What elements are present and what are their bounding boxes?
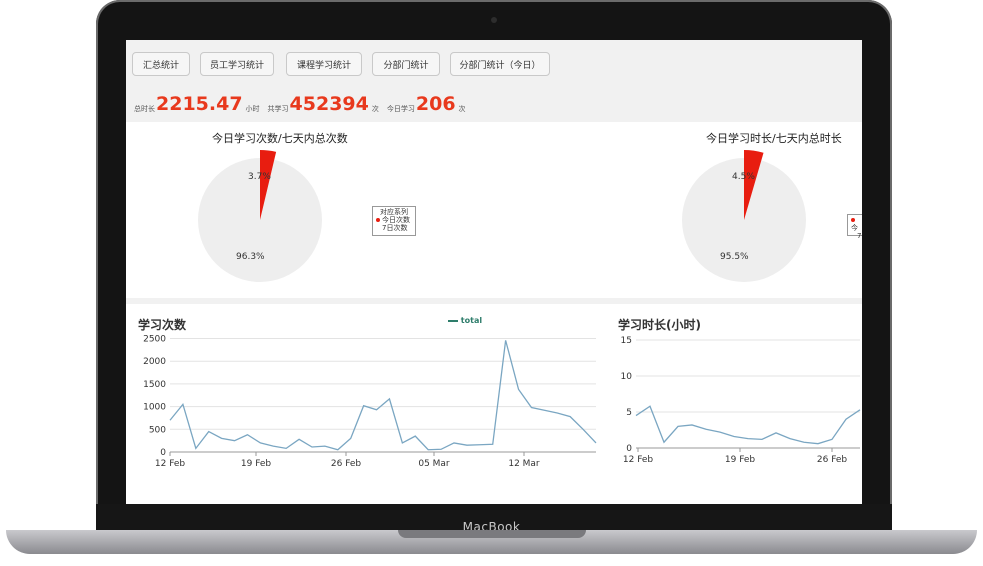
- line-chart-duration: 0 5 10 15 12 Feb 19 Feb 26 Feb: [621, 336, 861, 465]
- screen: 汇总统计 员工学习统计 课程学习统计 分部门统计 分部门统计（今日） 总时长 2…: [126, 40, 862, 504]
- pie-panel: 今日学习次数/七天内总次数 3.7% 96.3% 对应系列 今日次数 7日次数 …: [132, 122, 862, 298]
- pie-title-duration: 今日学习时长/七天内总时长: [706, 132, 842, 145]
- today-label: 今日学习: [386, 105, 415, 113]
- tab-employee-learning[interactable]: 员工学习统计: [200, 52, 274, 76]
- pie-duration-slice-label: 4.5%: [732, 172, 755, 182]
- total-value: 452394: [289, 93, 369, 115]
- stats-row: 总时长 2215.47 小时 共学习 452394 次 今日学习 206 次: [134, 88, 466, 114]
- legend-item-7day-2[interactable]: 7: [857, 232, 862, 240]
- total-unit: 次: [371, 105, 379, 113]
- bottom-bezel: [96, 504, 892, 530]
- pie-duration: [682, 150, 806, 282]
- x-tick-label: 19 Feb: [725, 455, 756, 465]
- series-legend-total[interactable]: total: [448, 316, 482, 325]
- pie-count: [198, 150, 322, 282]
- base-notch: [398, 530, 586, 538]
- legend-total-label: total: [460, 316, 483, 325]
- y-tick-label: 2000: [143, 357, 166, 367]
- chart-panel-count: 学习次数 total 0 500 1000 1500 2000 2500 12 Feb 19 …: [132, 304, 606, 474]
- x-tick-label: 26 Feb: [331, 459, 362, 469]
- pie-title-count: 今日学习次数/七天内总次数: [212, 132, 348, 145]
- legend-item-7day[interactable]: 7日次数: [382, 224, 408, 232]
- legend-title: 对应系列: [380, 208, 408, 216]
- chart-title-count: 学习次数: [138, 318, 187, 332]
- pie-duration-slice: [744, 150, 764, 220]
- today-unit: 次: [458, 105, 466, 113]
- y-tick-label: 15: [621, 336, 632, 346]
- legend-item-today-2[interactable]: 今: [851, 216, 862, 232]
- pie-count-slice: [260, 150, 277, 220]
- tab-department[interactable]: 分部门统计: [372, 52, 440, 76]
- legend-item-today[interactable]: 今日次数: [376, 216, 412, 224]
- series-line: [635, 405, 861, 445]
- y-tick-label: 0: [626, 444, 632, 454]
- y-tick-label: 0: [160, 448, 166, 458]
- y-tick-label: 1500: [143, 380, 166, 390]
- x-tick-label: 26 Feb: [817, 455, 848, 465]
- x-tick-label: 12 Feb: [155, 459, 186, 469]
- chart-title-duration: 学习时长(小时): [618, 318, 701, 332]
- legend-line-icon: [448, 319, 458, 322]
- line-chart-count: 0 500 1000 1500 2000 2500 12 Feb 19 Feb 26 Feb 05…: [143, 335, 597, 469]
- y-tick-label: 2500: [143, 335, 166, 345]
- x-tick-label: 12 Feb: [623, 455, 654, 465]
- chart-panel-duration: 学习时长(小时) 0 5 10 15 12 Feb 19 Feb 26 Feb: [610, 304, 862, 474]
- pie-duration-legend: 今 7: [847, 214, 862, 240]
- y-tick-label: 1000: [143, 403, 166, 413]
- duration-label: 总时长: [134, 105, 155, 113]
- today-value: 206: [415, 93, 456, 115]
- duration-value: 2215.47: [156, 93, 243, 115]
- y-tick-label: 500: [149, 425, 166, 435]
- camera-icon: [491, 17, 497, 23]
- duration-unit: 小时: [245, 105, 260, 113]
- pie-count-legend: 对应系列 今日次数 7日次数: [372, 206, 416, 236]
- total-label: 共学习: [267, 105, 289, 113]
- x-tick-label: 05 Mar: [418, 459, 450, 469]
- x-tick-label: 12 Mar: [508, 459, 540, 469]
- top-bar: 汇总统计 员工学习统计 课程学习统计 分部门统计 分部门统计（今日） 总时长 2…: [126, 40, 862, 122]
- tab-department-today[interactable]: 分部门统计（今日）: [450, 52, 550, 76]
- series-line: [169, 340, 597, 451]
- x-tick-label: 19 Feb: [241, 459, 272, 469]
- pie-count-rest-label: 96.3%: [236, 252, 265, 262]
- tab-course-learning[interactable]: 课程学习统计: [286, 52, 362, 76]
- y-tick-label: 5: [626, 408, 632, 418]
- y-tick-label: 10: [621, 372, 633, 382]
- panel-gap: [126, 298, 862, 304]
- pie-count-slice-label: 3.7%: [248, 172, 271, 182]
- tab-summary[interactable]: 汇总统计: [132, 52, 190, 76]
- pie-duration-rest-label: 95.5%: [720, 252, 749, 262]
